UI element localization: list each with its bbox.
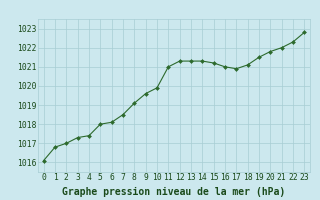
- X-axis label: Graphe pression niveau de la mer (hPa): Graphe pression niveau de la mer (hPa): [62, 187, 286, 197]
